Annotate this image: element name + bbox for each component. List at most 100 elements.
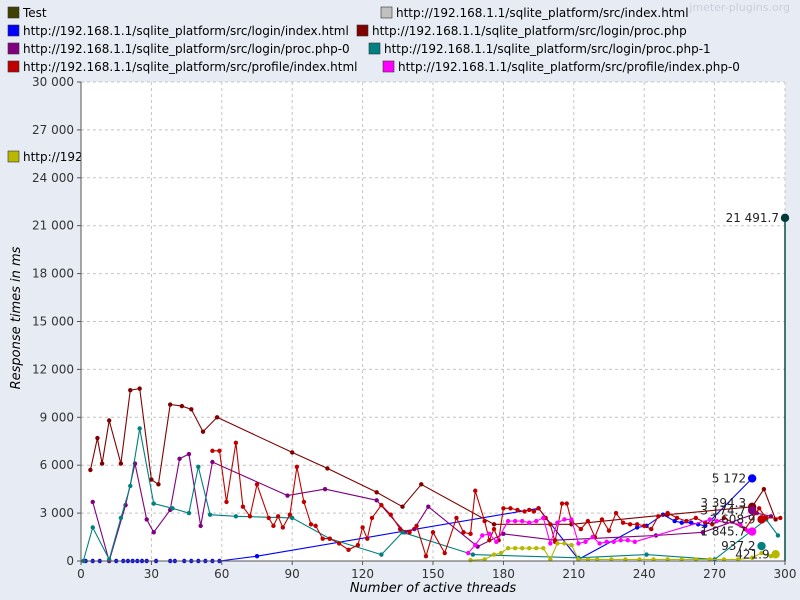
data-point <box>536 506 541 511</box>
plot-area <box>81 82 785 561</box>
legend-swatch <box>356 24 369 37</box>
data-point <box>759 550 764 556</box>
data-point <box>128 483 133 489</box>
data-point <box>144 517 149 522</box>
legend-label: http://192.168.1.1/sqlite_platform/src/l… <box>23 24 349 38</box>
annotation-label: 3 394.3 <box>700 496 746 510</box>
data-point <box>207 512 213 517</box>
data-point <box>400 504 405 509</box>
x-tick-label: 150 <box>422 567 445 581</box>
data-point <box>379 502 384 508</box>
x-tick-label: 30 <box>144 567 159 581</box>
data-point <box>430 530 436 535</box>
data-point <box>320 536 325 541</box>
legend-label: Test <box>22 6 47 20</box>
legend-item-0: Test <box>7 6 47 20</box>
data-point <box>620 520 626 525</box>
data-point <box>578 526 584 532</box>
data-point <box>137 386 142 391</box>
data-point <box>480 533 485 538</box>
data-point <box>501 531 506 537</box>
series-6 <box>210 440 783 559</box>
data-point <box>313 523 318 529</box>
legend-label: http://192.168.1.1/sqlite_platform/src/p… <box>23 60 357 74</box>
x-tick-label: 180 <box>492 567 515 581</box>
data-point <box>325 466 330 471</box>
data-point <box>649 526 654 532</box>
data-point <box>285 493 290 498</box>
data-point <box>412 526 417 532</box>
annotation-marker <box>757 541 766 551</box>
y-tick-label: 0 <box>66 554 74 568</box>
series-5 <box>81 426 781 564</box>
data-point <box>137 426 142 431</box>
y-tick-label: 21 000 <box>32 219 74 233</box>
data-point <box>487 531 492 537</box>
data-point <box>198 523 203 529</box>
data-point <box>541 546 546 551</box>
legend-swatch <box>7 150 20 163</box>
legend-item-4: http://192.168.1.1/sqlite_platform/src/l… <box>7 42 350 56</box>
data-point <box>703 523 708 529</box>
series-line <box>82 428 779 562</box>
data-point <box>555 520 560 525</box>
data-point <box>505 518 511 524</box>
data-point <box>473 542 478 548</box>
data-point <box>527 546 532 551</box>
data-point <box>672 518 677 524</box>
data-point <box>710 522 715 527</box>
data-point <box>604 539 609 545</box>
data-point <box>714 518 720 524</box>
data-point <box>118 461 124 466</box>
legend-swatch <box>380 6 393 19</box>
data-point <box>756 506 762 511</box>
y-tick-label: 9 000 <box>40 410 74 424</box>
y-axis-title: Response times in ms <box>9 246 24 389</box>
data-point <box>761 486 767 492</box>
data-point <box>508 506 513 511</box>
data-point <box>369 515 375 521</box>
data-point <box>210 448 215 454</box>
data-point <box>473 488 478 493</box>
data-point <box>562 517 567 522</box>
annotation-marker <box>771 550 780 559</box>
data-point <box>491 522 497 527</box>
annotation-label: 1 845.7 <box>700 525 746 539</box>
data-point <box>400 530 405 535</box>
data-point <box>721 515 727 521</box>
data-point <box>346 547 351 553</box>
data-point <box>88 467 93 473</box>
data-point <box>632 539 638 545</box>
legend-swatch <box>7 6 20 19</box>
grid <box>81 81 786 561</box>
data-point <box>501 506 506 511</box>
data-point <box>634 525 640 530</box>
annotation-label: 3 174.7 <box>700 503 746 517</box>
x-tick-label: 60 <box>214 567 229 581</box>
data-point <box>468 558 473 563</box>
data-point <box>644 552 649 557</box>
annotation-label: 421.9 <box>735 547 769 561</box>
data-point <box>217 448 222 454</box>
data-point <box>505 546 511 551</box>
data-point <box>254 482 260 487</box>
y-tick-label: 18 000 <box>32 267 74 281</box>
data-point <box>700 530 706 535</box>
annotation-label: 937.2 <box>721 539 755 553</box>
data-point <box>280 525 286 530</box>
data-point <box>414 523 419 529</box>
annotation-marker <box>757 515 766 524</box>
series-line <box>212 442 781 559</box>
data-point <box>106 418 112 423</box>
data-point <box>534 518 539 524</box>
data-point <box>519 546 525 551</box>
data-point <box>693 515 699 521</box>
data-point <box>515 507 520 513</box>
data-point <box>397 526 403 532</box>
data-point <box>151 530 156 535</box>
series-line <box>92 453 772 563</box>
x-tick-label: 240 <box>633 567 656 581</box>
watermark: jmeter-plugins.org <box>688 1 790 14</box>
data-point <box>611 539 616 545</box>
data-point <box>454 515 459 521</box>
